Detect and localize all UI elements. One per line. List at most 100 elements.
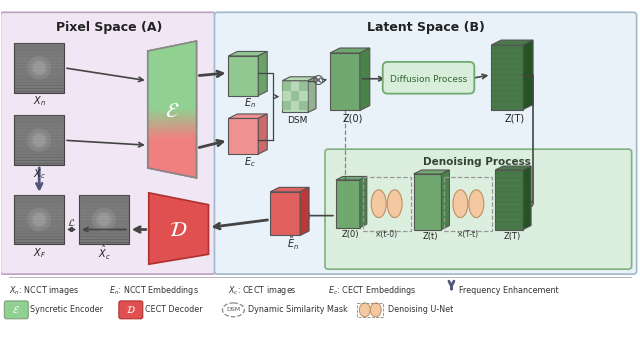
Circle shape bbox=[33, 62, 45, 74]
Polygon shape bbox=[299, 101, 308, 110]
Polygon shape bbox=[291, 91, 299, 101]
Polygon shape bbox=[148, 134, 196, 138]
Circle shape bbox=[28, 128, 51, 152]
Polygon shape bbox=[228, 118, 259, 154]
Polygon shape bbox=[299, 91, 308, 101]
Text: Frequency Enhancement: Frequency Enhancement bbox=[460, 285, 559, 295]
Text: Denoising U-Net: Denoising U-Net bbox=[388, 305, 453, 314]
Polygon shape bbox=[299, 81, 308, 91]
Ellipse shape bbox=[359, 303, 371, 317]
Text: Denoising Process: Denoising Process bbox=[424, 157, 531, 167]
FancyBboxPatch shape bbox=[383, 62, 474, 94]
Polygon shape bbox=[148, 106, 196, 111]
Polygon shape bbox=[360, 176, 367, 227]
FancyBboxPatch shape bbox=[119, 301, 143, 319]
Text: $E_c$: CECT Embeddings: $E_c$: CECT Embeddings bbox=[328, 283, 417, 297]
Polygon shape bbox=[330, 48, 370, 53]
Text: ×(T-t): ×(T-t) bbox=[458, 230, 479, 239]
Text: $X_n$: NCCT images: $X_n$: NCCT images bbox=[10, 283, 79, 297]
FancyBboxPatch shape bbox=[214, 12, 637, 274]
Polygon shape bbox=[336, 176, 367, 180]
Polygon shape bbox=[259, 114, 268, 154]
Text: DSM: DSM bbox=[287, 116, 307, 125]
Circle shape bbox=[96, 212, 112, 227]
Text: Z(0): Z(0) bbox=[342, 230, 360, 239]
Polygon shape bbox=[228, 51, 268, 56]
FancyBboxPatch shape bbox=[4, 301, 28, 319]
Text: $\mathcal{L}$: $\mathcal{L}$ bbox=[67, 217, 76, 228]
Polygon shape bbox=[148, 41, 196, 108]
Circle shape bbox=[28, 56, 51, 80]
Text: Syncretic Encoder: Syncretic Encoder bbox=[30, 305, 103, 314]
Polygon shape bbox=[492, 45, 523, 109]
Polygon shape bbox=[495, 166, 531, 170]
Polygon shape bbox=[228, 114, 268, 118]
FancyBboxPatch shape bbox=[14, 43, 64, 93]
Polygon shape bbox=[282, 81, 308, 113]
Circle shape bbox=[33, 214, 45, 225]
Polygon shape bbox=[148, 127, 196, 131]
Polygon shape bbox=[148, 119, 196, 123]
Polygon shape bbox=[523, 166, 531, 229]
FancyBboxPatch shape bbox=[14, 195, 64, 244]
Circle shape bbox=[28, 208, 51, 232]
Text: Diffusion Process: Diffusion Process bbox=[390, 75, 467, 84]
Text: Dynamic Similarity Mask: Dynamic Similarity Mask bbox=[248, 305, 348, 314]
Polygon shape bbox=[148, 109, 196, 114]
Polygon shape bbox=[523, 40, 533, 109]
Text: $X_c$: CECT images: $X_c$: CECT images bbox=[228, 283, 297, 297]
Polygon shape bbox=[291, 101, 299, 110]
Polygon shape bbox=[270, 187, 309, 192]
Polygon shape bbox=[442, 170, 449, 229]
FancyBboxPatch shape bbox=[79, 195, 129, 244]
Polygon shape bbox=[148, 131, 196, 136]
Text: $\hat{X}_c$: $\hat{X}_c$ bbox=[97, 244, 110, 262]
Polygon shape bbox=[308, 77, 316, 113]
Polygon shape bbox=[413, 170, 449, 174]
Text: $X_F$: $X_F$ bbox=[33, 247, 45, 260]
Circle shape bbox=[33, 134, 45, 146]
Polygon shape bbox=[148, 193, 209, 264]
Circle shape bbox=[31, 132, 47, 148]
Polygon shape bbox=[300, 187, 309, 236]
Polygon shape bbox=[330, 53, 360, 110]
Ellipse shape bbox=[469, 190, 484, 218]
Text: Z(T): Z(T) bbox=[504, 232, 521, 241]
Text: $X_c$: $X_c$ bbox=[33, 167, 45, 181]
Ellipse shape bbox=[453, 190, 468, 218]
Text: $\mathcal{E}$: $\mathcal{E}$ bbox=[165, 101, 180, 120]
Text: $X_n$: $X_n$ bbox=[33, 95, 45, 108]
Polygon shape bbox=[148, 114, 196, 118]
Text: $\mathcal{E}$: $\mathcal{E}$ bbox=[12, 305, 20, 315]
Ellipse shape bbox=[371, 303, 381, 317]
Polygon shape bbox=[282, 77, 316, 81]
Text: $\mathcal{D}$: $\mathcal{D}$ bbox=[126, 305, 136, 315]
Ellipse shape bbox=[371, 190, 386, 218]
Circle shape bbox=[31, 60, 47, 76]
Text: CECT Decoder: CECT Decoder bbox=[145, 305, 202, 314]
Polygon shape bbox=[270, 192, 300, 236]
Text: $\otimes$: $\otimes$ bbox=[311, 73, 324, 88]
Text: Z(t): Z(t) bbox=[423, 232, 438, 241]
Polygon shape bbox=[148, 121, 196, 126]
Text: $E_c$: $E_c$ bbox=[244, 155, 256, 169]
Polygon shape bbox=[360, 48, 370, 110]
Circle shape bbox=[31, 212, 47, 227]
Polygon shape bbox=[259, 51, 268, 95]
Polygon shape bbox=[148, 129, 196, 133]
Text: ×(t-0): ×(t-0) bbox=[375, 230, 398, 239]
Text: $\mathcal{D}$: $\mathcal{D}$ bbox=[170, 220, 188, 239]
FancyBboxPatch shape bbox=[325, 149, 632, 269]
Polygon shape bbox=[291, 81, 299, 91]
Polygon shape bbox=[228, 56, 259, 95]
Text: Z(T): Z(T) bbox=[505, 114, 525, 123]
Polygon shape bbox=[492, 40, 533, 45]
Polygon shape bbox=[148, 41, 196, 178]
Ellipse shape bbox=[387, 190, 402, 218]
Text: Latent Space (B): Latent Space (B) bbox=[367, 21, 484, 34]
FancyBboxPatch shape bbox=[14, 116, 64, 165]
Polygon shape bbox=[495, 170, 523, 229]
Text: $E_n$: NCCT Embeddings: $E_n$: NCCT Embeddings bbox=[109, 283, 199, 297]
Ellipse shape bbox=[223, 303, 244, 317]
Polygon shape bbox=[282, 91, 291, 101]
